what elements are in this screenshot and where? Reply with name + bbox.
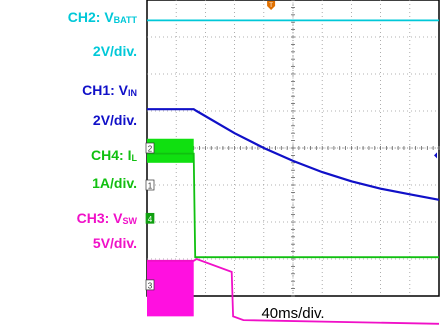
- ch1-scale: 2V/div.: [92, 112, 137, 128]
- ch2-label: CH2: VBATT: [68, 9, 137, 28]
- trigger-marker-text: T: [269, 3, 273, 9]
- ch4-name: CH4: I: [91, 147, 132, 163]
- series-line-2: [147, 108, 440, 201]
- ch3-name: CH3: V: [76, 210, 123, 226]
- trigger-marker: T: [267, 1, 276, 10]
- series-line-4: [147, 258, 440, 325]
- scope-markers: 2 1 4 3 T: [145, 1, 437, 291]
- ch2-name-sub: BATT: [113, 15, 137, 25]
- marker-ch4-box: [145, 212, 155, 224]
- marker-ch1: 1: [145, 179, 155, 191]
- marker-ch4: 4: [145, 212, 155, 224]
- ch1-label: CH1: VIN: [82, 82, 137, 101]
- marker-ch2-text: 2: [148, 145, 153, 154]
- ch3-label: CH3: VSW: [77, 210, 137, 229]
- ch1-name-sub: IN: [128, 88, 137, 98]
- series-line-3: [147, 152, 439, 259]
- ch3-name-sub: SW: [122, 216, 138, 226]
- marker-ch3-box: [145, 279, 155, 291]
- scope-traces: [147, 19, 440, 325]
- time-scale-label: 40ms/div.: [261, 305, 325, 322]
- marker-ch2: 2: [145, 142, 155, 154]
- ch1-name: CH1: V: [82, 82, 128, 98]
- marker-ch1-text: 1: [148, 182, 153, 191]
- marker-ch1-box: [145, 179, 155, 191]
- ch3-switching-band: [147, 260, 194, 317]
- ch4-label: CH4: IL: [91, 147, 137, 166]
- ch4-name-sub: L: [131, 153, 138, 163]
- trigger-level-arrow: [434, 152, 437, 159]
- marker-ch4-text: 4: [148, 215, 153, 224]
- ch2-scale: 2V/div.: [92, 43, 137, 59]
- marker-ch3-text: 3: [148, 281, 153, 290]
- ch4-switching-band: [147, 138, 194, 163]
- ch4-scale: 1A/div.: [92, 175, 137, 191]
- marker-ch2-box: [145, 142, 155, 154]
- ch2-name: CH2: V: [67, 9, 114, 25]
- marker-ch3: 3: [145, 279, 155, 291]
- ch3-scale: 5V/div.: [92, 235, 137, 251]
- trigger-marker-shape: [267, 1, 276, 10]
